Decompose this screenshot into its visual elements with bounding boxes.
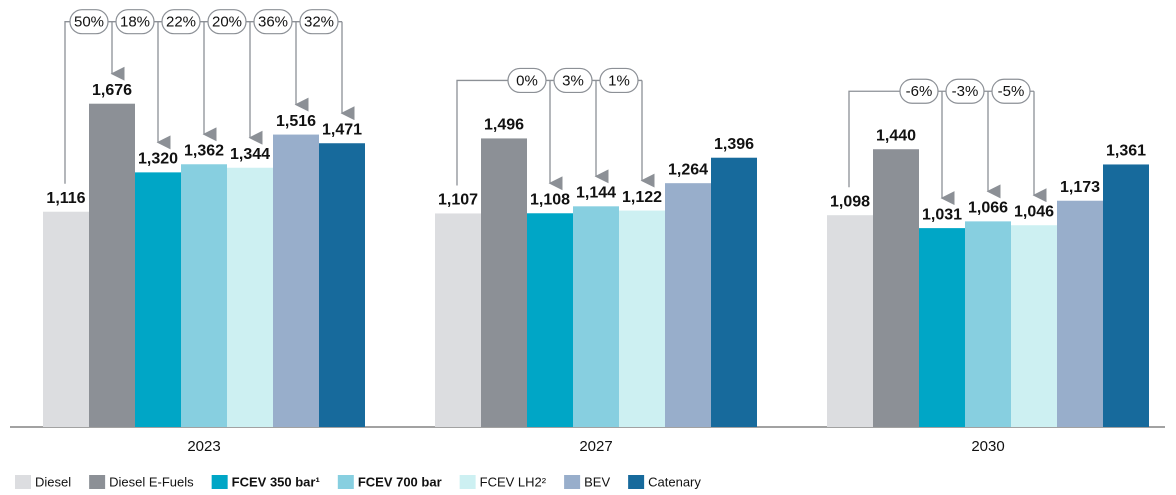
data-label: 1,107 bbox=[438, 192, 478, 209]
bar bbox=[1103, 164, 1149, 427]
annotation-label: -6% bbox=[906, 83, 933, 100]
legend-label: Diesel bbox=[35, 474, 71, 489]
annotation-bubble bbox=[599, 67, 639, 94]
legend-label: FCEV 350 bar¹ bbox=[232, 474, 320, 489]
bar bbox=[481, 138, 527, 427]
annotation-label: 36% bbox=[258, 14, 288, 31]
data-label: 1,396 bbox=[714, 136, 754, 153]
data-label: 1,471 bbox=[322, 121, 362, 138]
legend-label: FCEV LH2² bbox=[480, 474, 547, 489]
data-label: 1,173 bbox=[1060, 179, 1100, 196]
data-label: 1,496 bbox=[484, 117, 524, 134]
data-label: 1,108 bbox=[530, 191, 570, 208]
legend-label: Diesel E-Fuels bbox=[109, 474, 194, 489]
annotation-bubble bbox=[253, 9, 293, 35]
data-label: 1,344 bbox=[230, 146, 270, 163]
bar bbox=[227, 167, 273, 427]
bar bbox=[273, 134, 319, 427]
legend-swatch bbox=[459, 475, 476, 489]
data-label: 1,098 bbox=[830, 193, 870, 210]
annotation-label: 1% bbox=[608, 72, 630, 89]
bar bbox=[873, 149, 919, 427]
bar bbox=[919, 228, 965, 427]
data-label: 1,362 bbox=[184, 142, 224, 159]
annotation-label: 20% bbox=[212, 14, 242, 31]
bar bbox=[181, 164, 227, 427]
bar bbox=[43, 211, 89, 427]
bar bbox=[527, 213, 573, 427]
bar bbox=[135, 172, 181, 427]
bar bbox=[435, 213, 481, 427]
legend-swatch bbox=[211, 475, 228, 489]
data-label: 1,676 bbox=[92, 82, 132, 99]
legend-label: Catenary bbox=[648, 474, 701, 489]
annotation-bubble bbox=[299, 9, 339, 35]
data-label: 1,046 bbox=[1014, 203, 1054, 220]
data-label: 1,264 bbox=[668, 161, 708, 178]
bar bbox=[965, 221, 1011, 427]
annotation-bubble bbox=[161, 9, 201, 35]
bar bbox=[1011, 225, 1057, 427]
annotation-bubble bbox=[945, 78, 985, 104]
legend-swatch bbox=[628, 475, 645, 489]
data-label: 1,144 bbox=[576, 185, 616, 202]
bar bbox=[89, 103, 135, 428]
data-label: 1,066 bbox=[968, 200, 1008, 217]
annotation-label: 3% bbox=[562, 72, 584, 89]
legend-swatch bbox=[337, 475, 354, 489]
bar bbox=[827, 215, 873, 427]
annotation-bubble bbox=[507, 67, 547, 94]
bar bbox=[619, 210, 665, 427]
bar bbox=[665, 183, 711, 427]
x-tick-label: 2023 bbox=[187, 438, 220, 455]
data-label: 1,031 bbox=[922, 206, 962, 223]
annotation-label: 50% bbox=[74, 14, 104, 31]
annotation-label: -5% bbox=[998, 83, 1025, 100]
legend-swatch bbox=[15, 475, 31, 489]
bar bbox=[1057, 200, 1103, 427]
bar bbox=[319, 143, 365, 428]
legend-swatch bbox=[564, 475, 581, 489]
data-label: 1,122 bbox=[622, 189, 662, 206]
x-tick-label: 2027 bbox=[579, 438, 612, 455]
legend-label: FCEV 700 bar bbox=[358, 474, 442, 489]
annotation-bubble bbox=[991, 78, 1031, 104]
annotation-label: 22% bbox=[166, 14, 196, 31]
annotation-bubble bbox=[69, 9, 109, 35]
annotation-label: -3% bbox=[952, 83, 979, 100]
annotation-bubble bbox=[115, 9, 155, 35]
legend-swatch bbox=[89, 475, 106, 489]
annotation-label: 18% bbox=[120, 14, 150, 31]
data-label: 1,320 bbox=[138, 151, 178, 168]
data-label: 1,361 bbox=[1106, 143, 1146, 160]
annotation-bubble bbox=[899, 78, 939, 104]
bar bbox=[711, 157, 757, 427]
annotation-bubble bbox=[553, 67, 593, 94]
x-tick-label: 2030 bbox=[971, 438, 1004, 455]
annotation-bubble bbox=[207, 9, 247, 35]
legend-label: BEV bbox=[584, 474, 610, 489]
data-label: 1,516 bbox=[276, 113, 316, 130]
annotation-label: 32% bbox=[304, 14, 334, 31]
data-label: 1,116 bbox=[46, 190, 85, 207]
annotation-label: 0% bbox=[516, 72, 538, 89]
bar bbox=[573, 206, 619, 427]
data-label: 1,440 bbox=[876, 127, 916, 144]
